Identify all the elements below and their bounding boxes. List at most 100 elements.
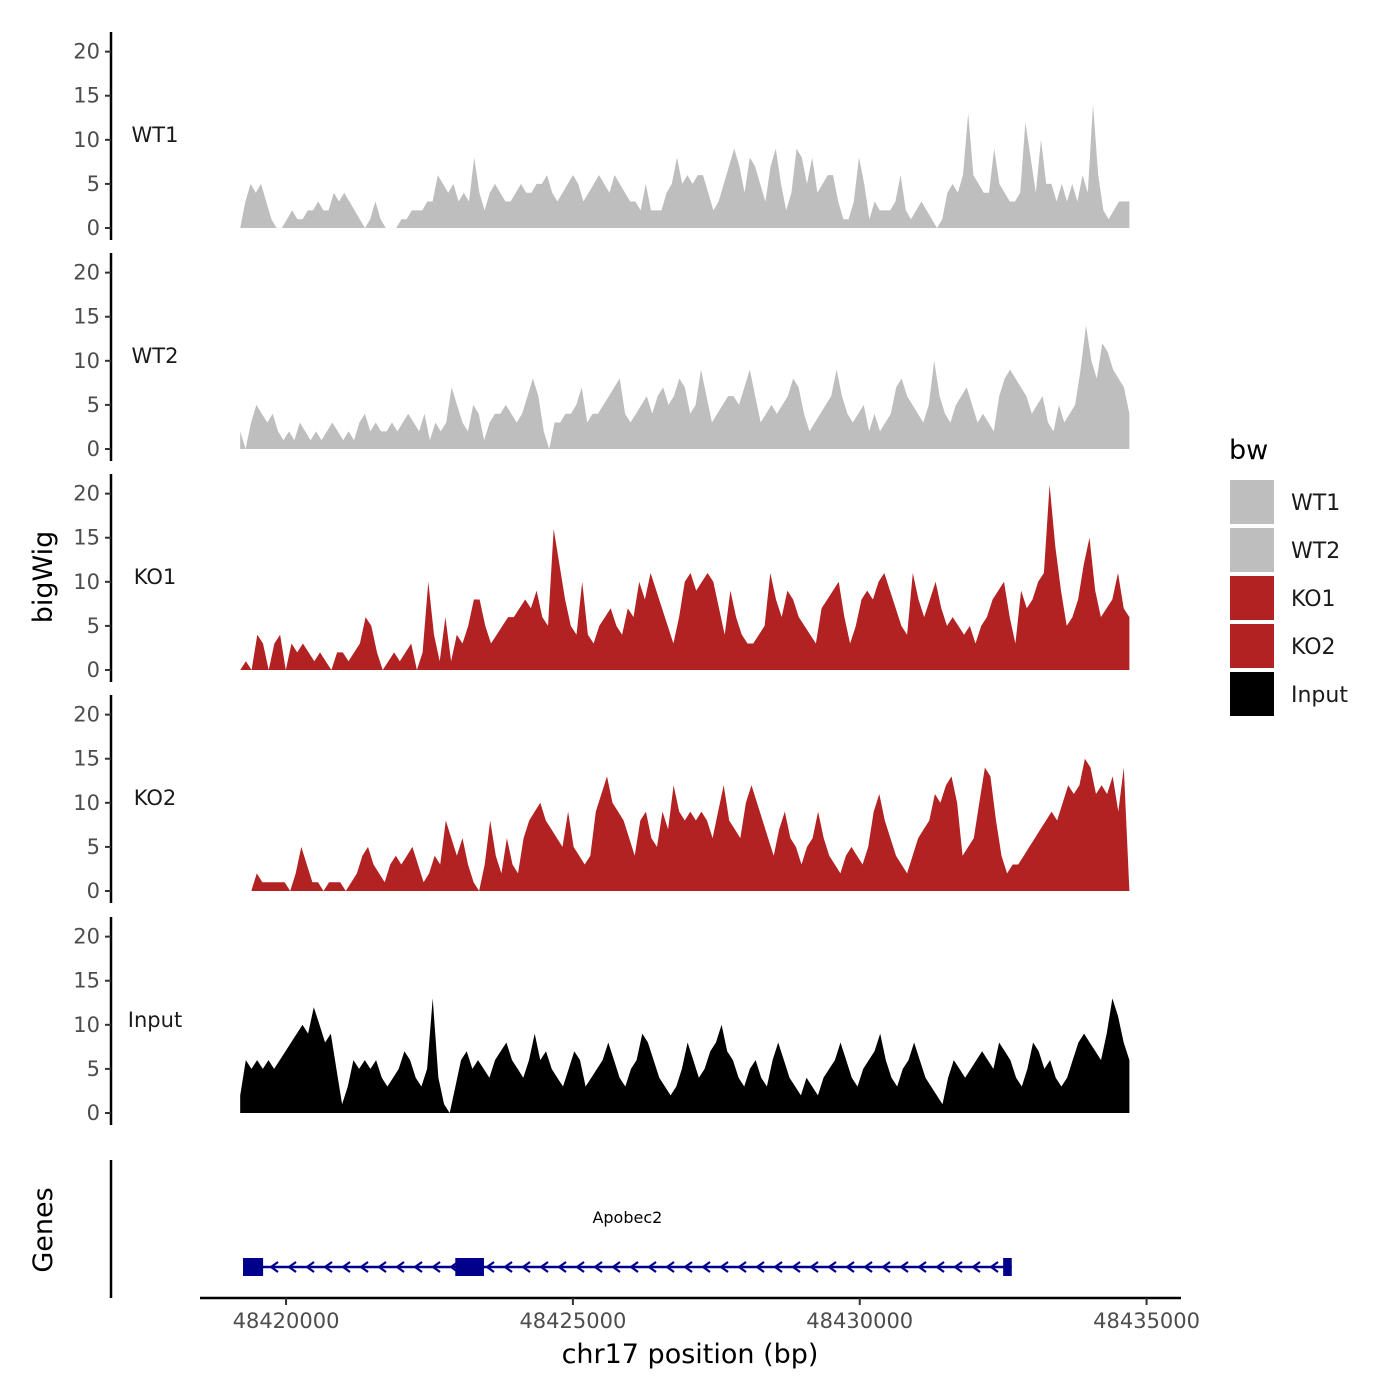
bigwig-tracks: 0 5 10 15 20 WT1 0 5 10 15 20 WT2 0 5 10 15 20 KO1 0 5 10 15 2… <box>73 32 1130 1125</box>
strand-arrow-icon <box>737 1261 747 1273</box>
y-axis-title: bigWig <box>28 531 59 624</box>
strand-arrow-icon <box>881 1261 891 1273</box>
legend-key-ko2 <box>1230 624 1274 668</box>
strand-arrow-icon <box>899 1261 909 1273</box>
strand-arrow-icon <box>665 1261 675 1273</box>
legend-label-ko2: KO2 <box>1291 635 1336 660</box>
legend-key-input <box>1230 672 1274 716</box>
strand-arrow-icon <box>395 1261 405 1273</box>
y-tick-label: 15 <box>73 747 100 771</box>
track-ko1: 0 5 10 15 20 KO1 <box>73 474 1130 682</box>
legend-key-wt1 <box>1230 480 1274 524</box>
y-tick-label: 10 <box>73 570 100 594</box>
strand-arrow-icon <box>557 1261 567 1273</box>
track-wt1: 0 5 10 15 20 WT1 <box>73 32 1130 240</box>
strand-arrow-icon <box>287 1261 297 1273</box>
strand-arrow-icon <box>809 1261 819 1273</box>
strand-arrow-icon <box>521 1261 531 1273</box>
strand-arrow-icon <box>773 1261 783 1273</box>
coverage-area-ko2 <box>240 758 1130 891</box>
strand-arrow-icon <box>791 1261 801 1273</box>
gene-exon <box>243 1258 264 1276</box>
strand-arrow-icon <box>503 1261 513 1273</box>
gene-track: Apobec2 <box>109 1160 1012 1298</box>
y-tick-label: 10 <box>73 1013 100 1037</box>
strand-arrow-icon <box>647 1261 657 1273</box>
x-tick-label: 48420000 <box>233 1309 340 1333</box>
track-input: 0 5 10 15 20 Input <box>73 917 1130 1125</box>
strand-arrow-icon <box>593 1261 603 1273</box>
y-tick-label: 0 <box>87 216 100 240</box>
y-tick-label: 0 <box>87 1101 100 1125</box>
track-wt2: 0 5 10 15 20 WT2 <box>73 253 1130 461</box>
strand-arrow-icon <box>305 1261 315 1273</box>
y-tick-label: 10 <box>73 349 100 373</box>
strand-arrow-icon <box>377 1261 387 1273</box>
strand-arrow-icon <box>755 1261 765 1273</box>
coverage-area-ko1 <box>240 484 1130 670</box>
strand-arrow-icon <box>629 1261 639 1273</box>
y-tick-label: 5 <box>87 614 100 638</box>
y-tick-label: 20 <box>73 925 100 949</box>
strand-arrow-icon <box>701 1261 711 1273</box>
strand-arrow-icon <box>575 1261 585 1273</box>
strand-arrow-icon <box>989 1261 999 1273</box>
track-label: Input <box>128 1008 182 1032</box>
track-label: WT2 <box>132 344 179 368</box>
strand-arrow-icon <box>827 1261 837 1273</box>
track-label: KO1 <box>134 565 177 589</box>
strand-arrow-icon <box>683 1261 693 1273</box>
strand-arrow-icon <box>341 1261 351 1273</box>
coverage-area-input <box>240 998 1130 1113</box>
y-tick-label: 0 <box>87 879 100 903</box>
strand-arrow-icon <box>845 1261 855 1273</box>
strand-arrow-icon <box>935 1261 945 1273</box>
y-tick-label: 5 <box>87 835 100 859</box>
y-tick-label: 0 <box>87 658 100 682</box>
y-tick-label: 15 <box>73 969 100 993</box>
y-tick-label: 20 <box>73 482 100 506</box>
y-tick-label: 5 <box>87 172 100 196</box>
legend-label-input: Input <box>1291 683 1348 708</box>
x-axis: 48420000 48425000 48430000 48435000 <box>200 1296 1200 1333</box>
strand-arrow-icon <box>413 1261 423 1273</box>
strand-arrow-icon <box>863 1261 873 1273</box>
coverage-area-wt1 <box>240 104 1130 228</box>
x-tick-label: 48430000 <box>806 1309 913 1333</box>
strand-arrow-icon <box>269 1261 279 1273</box>
y-tick-label: 15 <box>73 526 100 550</box>
strand-arrow-icon <box>611 1261 621 1273</box>
gene-exon <box>1003 1258 1012 1276</box>
y-tick-label: 15 <box>73 84 100 108</box>
y-tick-label: 5 <box>87 393 100 417</box>
track-label: KO2 <box>134 786 177 810</box>
strand-arrow-icon <box>971 1261 981 1273</box>
y-tick-label: 5 <box>87 1057 100 1081</box>
track-ko2: 0 5 10 15 20 KO2 <box>73 695 1130 903</box>
gene-exon <box>455 1258 484 1276</box>
track-label: WT1 <box>132 123 179 147</box>
y-tick-label: 20 <box>73 261 100 285</box>
y-tick-label: 20 <box>73 703 100 727</box>
strand-arrow-icon <box>953 1261 963 1273</box>
legend-key-ko1 <box>1230 576 1274 620</box>
legend: bw WT1 WT2 KO1 KO2 Input <box>1229 435 1348 716</box>
strand-arrow-icon <box>485 1261 495 1273</box>
y-tick-label: 0 <box>87 437 100 461</box>
strand-arrow-icon <box>917 1261 927 1273</box>
strand-arrow-icon <box>359 1261 369 1273</box>
legend-key-wt2 <box>1230 528 1274 572</box>
y-tick-label: 20 <box>73 40 100 64</box>
legend-label-wt2: WT2 <box>1291 539 1340 564</box>
legend-label-ko1: KO1 <box>1291 587 1336 612</box>
strand-arrow-icon <box>431 1261 441 1273</box>
gene-name-label: Apobec2 <box>592 1208 662 1227</box>
x-tick-label: 48435000 <box>1093 1309 1200 1333</box>
strand-arrow-icon <box>539 1261 549 1273</box>
strand-arrow-icon <box>719 1261 729 1273</box>
y-tick-label: 10 <box>73 128 100 152</box>
strand-arrow-icon <box>323 1261 333 1273</box>
x-axis-title: chr17 position (bp) <box>562 1339 819 1370</box>
legend-title: bw <box>1229 435 1268 466</box>
